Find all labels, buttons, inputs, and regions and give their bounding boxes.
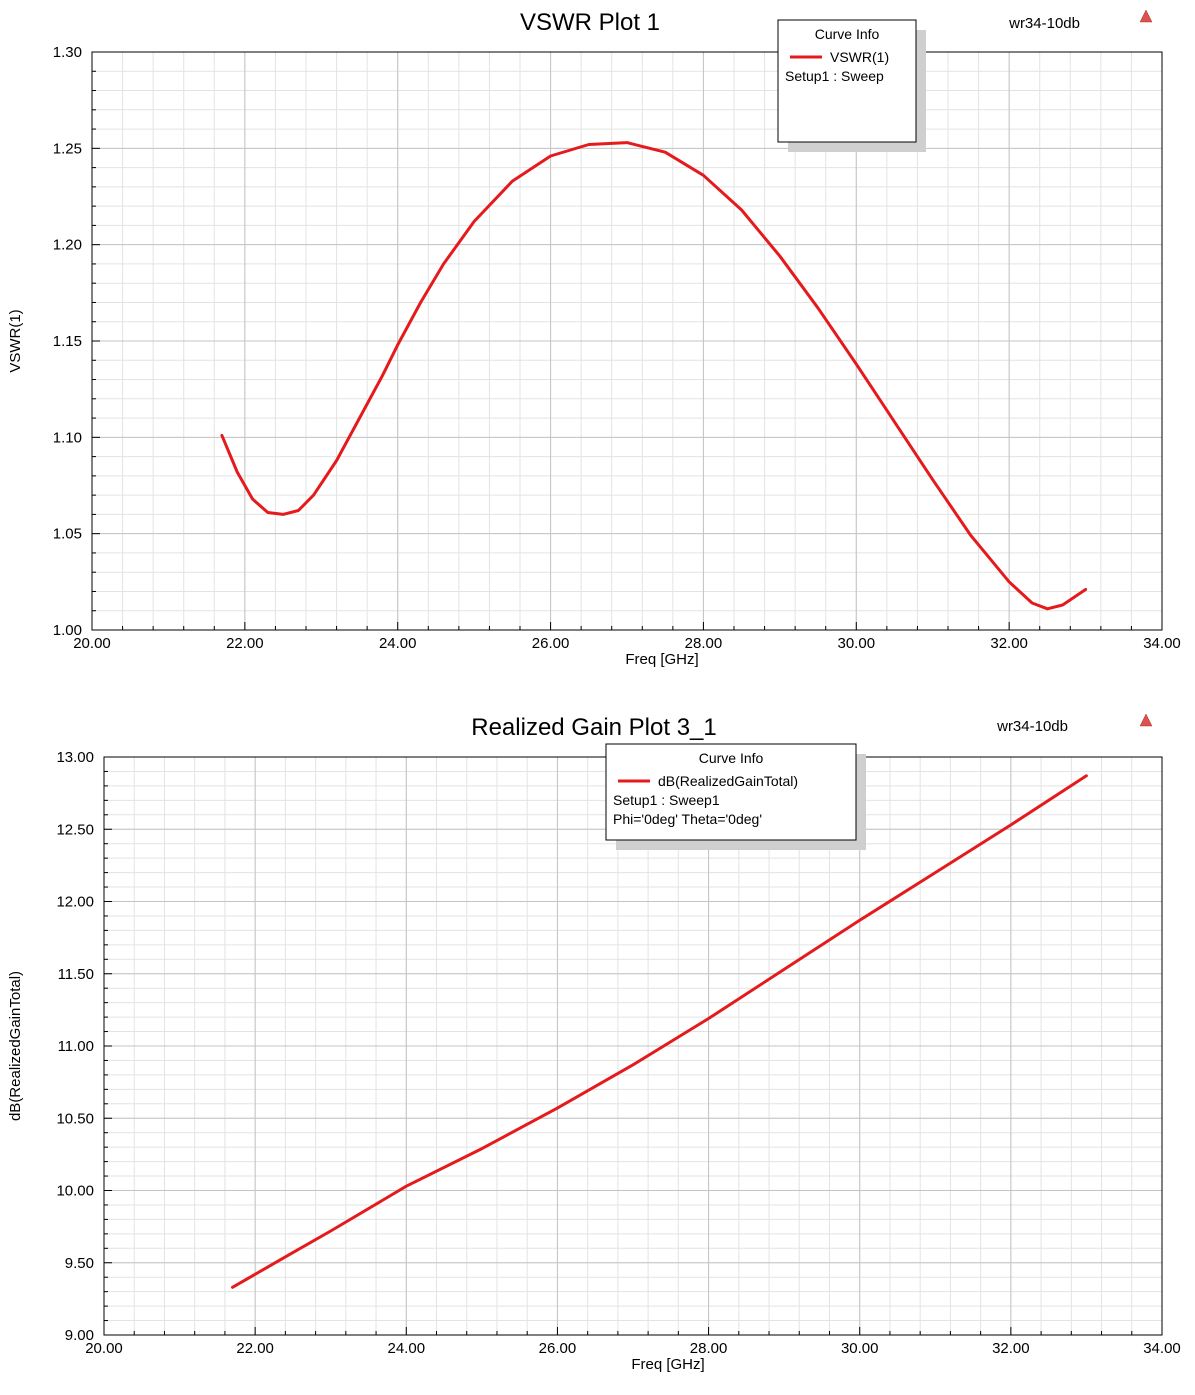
y-tick-label: 1.25 [53,140,82,157]
x-axis-label: Freq [GHz] [625,651,698,668]
y-axis-label: VSWR(1) [7,309,24,372]
y-tick-label: 1.00 [53,622,82,639]
x-tick-label: 32.00 [992,1340,1030,1357]
x-tick-label: 26.00 [532,635,570,652]
legend-entry: Setup1 : Sweep1 [613,792,720,808]
design-name: wr34-10db [1008,15,1080,32]
x-tick-label: 24.00 [379,635,417,652]
x-tick-label: 34.00 [1143,635,1181,652]
curve-info-legend: Curve Info dB(RealizedGainTotal) Setup1 : … [605,743,866,850]
x-tick-label: 28.00 [690,1340,728,1357]
x-tick-label: 20.00 [85,1340,123,1357]
x-tick-label: 32.00 [990,635,1028,652]
curve-info-legend: Curve Info VSWR(1) Setup1 : Sweep [777,19,926,152]
chart-title: Realized Gain Plot 3_1 [471,714,716,741]
y-tick-label: 12.00 [56,894,94,911]
y-tick-label: 1.15 [53,333,82,350]
y-tick-label: 1.20 [53,237,82,254]
y-tick-label: 12.50 [56,821,94,838]
series-line-1 [231,774,1088,1289]
series-line-1 [220,141,1088,611]
y-tick-label: 11.50 [58,966,94,983]
x-tick-label: 20.00 [73,635,111,652]
x-tick-label: 30.00 [841,1340,879,1357]
legend-box [605,743,857,841]
legend-entry: Phi='0deg' Theta='0deg' [613,811,762,827]
y-axis-label: dB(RealizedGainTotal) [7,971,24,1121]
chart-1: VSWR Plot 1 wr34-10db 20.00 22.00 24.00 26.00… [7,9,1181,668]
legend-title: Curve Info [699,750,764,766]
legend-box [777,19,917,143]
x-tick-label: 30.00 [838,635,876,652]
legend-title: Curve Info [815,26,880,42]
legend-entry: Setup1 : Sweep [785,68,884,84]
x-tick-label: 34.00 [1143,1340,1181,1357]
x-tick-label: 26.00 [539,1340,577,1357]
y-tick-label: 1.30 [53,44,82,61]
y-tick-label: 10.50 [56,1110,94,1127]
x-tick-label: 22.00 [226,635,264,652]
hfss-logo-icon [1139,713,1153,727]
y-tick-label: 1.05 [53,526,82,543]
chart-title: VSWR Plot 1 [520,9,660,36]
y-tick-label: 9.00 [65,1327,94,1344]
x-tick-label: 22.00 [236,1340,274,1357]
y-tick-label: 10.00 [56,1183,94,1200]
axis-ticks [103,756,1163,1336]
legend-entry: VSWR(1) [830,49,889,65]
x-axis-label: Freq [GHz] [631,1356,704,1373]
x-tick-label: 24.00 [388,1340,426,1357]
y-tick-label: 9.50 [65,1255,94,1272]
design-name: wr34-10db [996,718,1068,735]
y-tick-label: 11.00 [58,1038,94,1055]
y-tick-label: 1.10 [53,429,82,446]
chart-2: Realized Gain Plot 3_1 wr34-10db 20.00 22.0… [7,713,1181,1373]
axis-ticks [91,51,1163,631]
hfss-logo-icon [1139,9,1153,23]
x-tick-label: 28.00 [685,635,723,652]
legend-entry: dB(RealizedGainTotal) [658,773,798,789]
y-tick-label: 13.00 [56,749,94,766]
